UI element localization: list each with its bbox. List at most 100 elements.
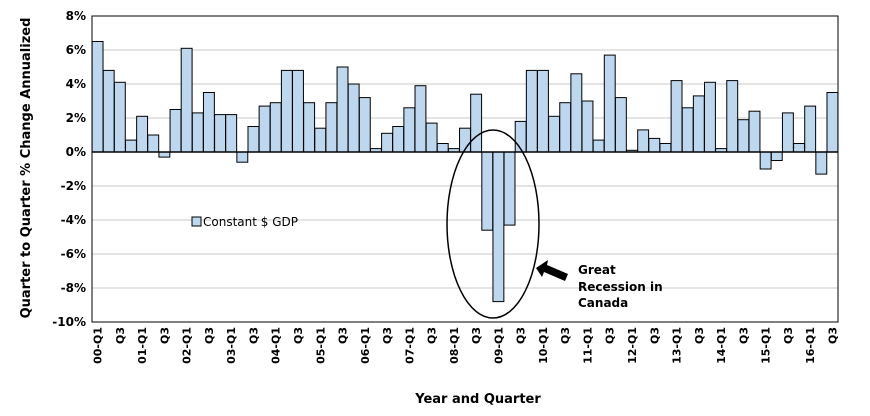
bar-15-Q3: [781, 112, 794, 153]
annotation-line-2: Recession in: [578, 280, 663, 294]
x-tick-label: 04-Q1: [270, 327, 283, 364]
legend: Constant $ GDP: [191, 215, 298, 229]
bar-08-Q4: [481, 151, 494, 231]
bar-11-Q3: [603, 54, 616, 153]
annotation-line-3: Canada: [578, 296, 628, 310]
x-tick-label: Q3: [470, 327, 483, 344]
bar-00-Q2: [102, 69, 115, 153]
y-tick-label: -4%: [61, 213, 86, 227]
bar-11-Q2: [592, 139, 605, 153]
x-tick-label: Q3: [114, 327, 127, 344]
bar-05-Q1: [314, 127, 327, 153]
x-axis-title: Year and Quarter: [414, 392, 541, 407]
bar-07-Q3: [425, 122, 438, 153]
bar-05-Q3: [336, 66, 349, 153]
bar-06-Q1: [358, 97, 371, 153]
bar-09-Q2: [503, 151, 516, 226]
bar-15-Q2: [770, 151, 783, 161]
bar-03-Q4: [258, 105, 271, 153]
bar-13-Q4: [703, 81, 716, 153]
bar-12-Q2: [637, 129, 650, 153]
x-tick-label: Q3: [292, 327, 305, 344]
x-tick-label: Q3: [247, 327, 260, 344]
bar-10-Q4: [570, 73, 583, 153]
x-tick-label: 10-Q1: [537, 327, 550, 364]
x-tick-label: 12-Q1: [626, 327, 639, 364]
x-tick-label: Q3: [515, 327, 528, 344]
y-tick-label: -8%: [61, 281, 86, 295]
recession-highlight-ellipse: [446, 129, 540, 319]
y-tick-label: -6%: [61, 247, 86, 261]
x-tick-label: Q3: [158, 327, 171, 344]
bar-10-Q3: [559, 102, 572, 153]
x-tick-label: 13-Q1: [671, 327, 684, 364]
bar-16-Q2: [815, 151, 828, 175]
bar-02-Q4: [214, 114, 227, 153]
y-axis-title: Quarter to Quarter % Change Annualized: [19, 18, 34, 319]
bar-15-Q1: [759, 151, 772, 170]
y-tick-label: 2%: [66, 111, 86, 125]
x-tick-label: Q3: [693, 327, 706, 344]
bar-06-Q4: [392, 126, 405, 153]
x-tick-label: 14-Q1: [715, 327, 728, 364]
x-tick-label: 03-Q1: [225, 327, 238, 364]
arrow-left-icon: [536, 260, 568, 281]
bar-12-Q4: [659, 143, 672, 153]
bar-14-Q4: [748, 110, 761, 153]
bar-09-Q4: [525, 69, 538, 153]
y-tick-label: 4%: [66, 77, 86, 91]
bar-05-Q2: [325, 102, 338, 153]
x-tick-label: Q3: [337, 327, 350, 344]
bar-05-Q4: [347, 83, 360, 153]
bar-04-Q1: [269, 102, 282, 153]
bar-07-Q2: [414, 85, 427, 153]
x-tick-label: 05-Q1: [314, 327, 327, 364]
y-axis-ticks: 8% 6% 4% 2% 0% -2% -4% -6% -8% -10%: [52, 9, 86, 329]
bar-00-Q1: [91, 41, 104, 153]
bar-13-Q3: [692, 95, 705, 153]
x-tick-label: Q3: [826, 327, 839, 344]
x-tick-label: 06-Q1: [359, 327, 372, 364]
x-tick-label: Q3: [604, 327, 617, 344]
bar-07-Q1: [403, 107, 416, 153]
bar-16-Q3: [826, 92, 839, 153]
x-tick-label: Q3: [559, 327, 572, 344]
bar-04-Q4: [303, 102, 316, 153]
bars: [91, 41, 839, 303]
x-tick-label: Q3: [648, 327, 661, 344]
x-tick-label: 00-Q1: [92, 327, 105, 364]
x-tick-label: Q3: [737, 327, 750, 344]
bar-15-Q4: [793, 143, 805, 153]
x-tick-label: 09-Q1: [492, 327, 505, 364]
legend-swatch: [191, 216, 202, 227]
bar-03-Q3: [247, 126, 260, 153]
x-tick-label: 11-Q1: [581, 327, 594, 364]
bar-00-Q3: [113, 81, 126, 153]
bar-02-Q3: [202, 92, 215, 153]
bar-04-Q2: [280, 69, 293, 153]
bar-14-Q3: [737, 119, 750, 153]
y-tick-label: 8%: [66, 9, 86, 23]
annotation-line-1: Great: [578, 263, 616, 277]
annotation-text: Great Recession in Canada: [578, 263, 663, 310]
y-tick-label: 0%: [66, 145, 86, 159]
bar-00-Q4: [125, 139, 137, 153]
bar-03-Q2: [236, 151, 249, 163]
bar-02-Q2: [191, 112, 204, 153]
bar-02-Q1: [180, 47, 193, 153]
bar-07-Q4: [436, 143, 449, 153]
x-tick-label: 08-Q1: [448, 327, 461, 364]
bar-11-Q1: [581, 100, 594, 153]
bar-10-Q1: [536, 69, 549, 153]
bar-01-Q1: [136, 115, 149, 153]
bar-01-Q3: [158, 151, 171, 158]
bar-01-Q4: [169, 109, 182, 153]
bar-13-Q1: [670, 80, 683, 153]
bar-09-Q1: [492, 151, 505, 303]
x-tick-label: Q3: [782, 327, 795, 344]
y-tick-label: 6%: [66, 43, 86, 57]
plot-area-frame: [91, 15, 839, 323]
bar-06-Q3: [381, 132, 394, 153]
bar-08-Q3: [470, 93, 483, 153]
x-axis-ticks: 00-Q1 Q3 01-Q1 Q3 02-Q1 Q3 03-Q1 Q3 04-Q1 Q3 05-Q1…: [92, 327, 840, 364]
